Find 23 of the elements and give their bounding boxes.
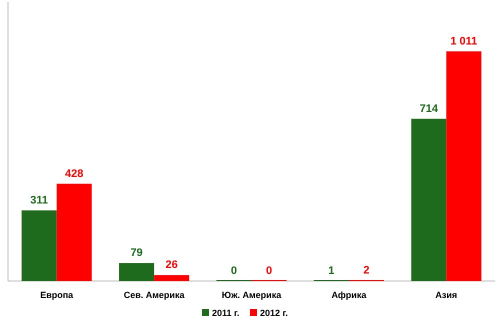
data-label: 1	[328, 264, 334, 277]
bar	[56, 184, 92, 281]
data-label: 311	[30, 194, 48, 206]
bar	[446, 51, 482, 281]
x-tick-label: Юж. Америка	[222, 290, 282, 300]
data-label: 714	[420, 102, 439, 115]
data-label: 0	[266, 265, 272, 277]
x-tick-label: Африка	[331, 290, 368, 300]
bar	[411, 118, 446, 281]
data-label: 79	[130, 247, 143, 260]
bar	[22, 210, 57, 281]
x-tick-label: Азия	[435, 290, 458, 300]
x-tick-label: Сев. Америка	[124, 290, 186, 300]
bar	[119, 263, 154, 281]
data-label: 428	[65, 168, 84, 180]
data-label: 26	[166, 259, 178, 272]
data-label: 0	[230, 265, 238, 277]
bar	[154, 275, 190, 281]
data-label: 2	[363, 264, 370, 277]
x-tick-label: Европа	[40, 290, 74, 300]
legend-label: 2012 г.	[260, 308, 288, 318]
data-label: 1 011	[450, 35, 478, 48]
legend-label: 2011 г.	[212, 308, 240, 318]
